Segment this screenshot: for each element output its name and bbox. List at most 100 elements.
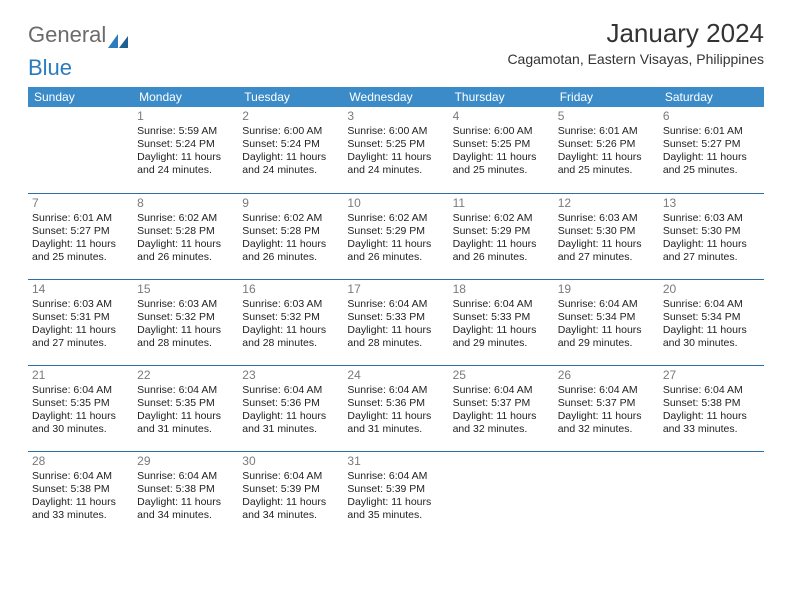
sunset-text: Sunset: 5:26 PM [558,138,655,151]
calendar-day-cell: 27Sunrise: 6:04 AMSunset: 5:38 PMDayligh… [659,365,764,451]
sunset-text: Sunset: 5:37 PM [453,397,550,410]
weekday-header: Tuesday [238,87,343,107]
day-number: 16 [242,282,339,297]
daylight-text: and 26 minutes. [242,251,339,264]
daylight-text: and 27 minutes. [32,337,129,350]
sun-info: Sunrise: 6:04 AMSunset: 5:36 PMDaylight:… [347,384,444,437]
sun-info: Sunrise: 6:04 AMSunset: 5:38 PMDaylight:… [32,470,129,523]
sunset-text: Sunset: 5:36 PM [242,397,339,410]
calendar-week-row: 7Sunrise: 6:01 AMSunset: 5:27 PMDaylight… [28,193,764,279]
daylight-text: Daylight: 11 hours [347,151,444,164]
sunset-text: Sunset: 5:29 PM [347,225,444,238]
day-number: 15 [137,282,234,297]
calendar-day-cell: 26Sunrise: 6:04 AMSunset: 5:37 PMDayligh… [554,365,659,451]
sunset-text: Sunset: 5:31 PM [32,311,129,324]
calendar-day-cell: 31Sunrise: 6:04 AMSunset: 5:39 PMDayligh… [343,451,448,537]
daylight-text: and 24 minutes. [137,164,234,177]
day-number: 31 [347,454,444,469]
sun-info: Sunrise: 6:01 AMSunset: 5:26 PMDaylight:… [558,125,655,178]
day-number: 11 [453,196,550,211]
sunset-text: Sunset: 5:33 PM [347,311,444,324]
calendar-day-cell: 14Sunrise: 6:03 AMSunset: 5:31 PMDayligh… [28,279,133,365]
sunrise-text: Sunrise: 6:00 AM [347,125,444,138]
daylight-text: Daylight: 11 hours [453,410,550,423]
sunset-text: Sunset: 5:34 PM [558,311,655,324]
daylight-text: Daylight: 11 hours [663,324,760,337]
weekday-header: Thursday [449,87,554,107]
calendar-day-cell: 11Sunrise: 6:02 AMSunset: 5:29 PMDayligh… [449,193,554,279]
daylight-text: and 24 minutes. [347,164,444,177]
day-number: 28 [32,454,129,469]
daylight-text: and 35 minutes. [347,509,444,522]
sun-info: Sunrise: 6:04 AMSunset: 5:33 PMDaylight:… [453,298,550,351]
sun-info: Sunrise: 6:03 AMSunset: 5:32 PMDaylight:… [137,298,234,351]
calendar-header-row: SundayMondayTuesdayWednesdayThursdayFrid… [28,87,764,107]
calendar-day-cell: 5Sunrise: 6:01 AMSunset: 5:26 PMDaylight… [554,107,659,193]
sun-info: Sunrise: 6:04 AMSunset: 5:34 PMDaylight:… [663,298,760,351]
daylight-text: and 33 minutes. [663,423,760,436]
daylight-text: Daylight: 11 hours [558,324,655,337]
daylight-text: and 24 minutes. [242,164,339,177]
sunset-text: Sunset: 5:35 PM [137,397,234,410]
sun-info: Sunrise: 6:04 AMSunset: 5:33 PMDaylight:… [347,298,444,351]
daylight-text: Daylight: 11 hours [347,238,444,251]
sunset-text: Sunset: 5:35 PM [32,397,129,410]
sun-info: Sunrise: 6:00 AMSunset: 5:25 PMDaylight:… [453,125,550,178]
sunrise-text: Sunrise: 6:02 AM [453,212,550,225]
day-number: 7 [32,196,129,211]
sunrise-text: Sunrise: 6:04 AM [242,384,339,397]
sunrise-text: Sunrise: 6:03 AM [137,298,234,311]
calendar-day-cell: 16Sunrise: 6:03 AMSunset: 5:32 PMDayligh… [238,279,343,365]
daylight-text: and 28 minutes. [137,337,234,350]
calendar-page: General January 2024 Cagamotan, Eastern … [0,0,792,547]
sun-info: Sunrise: 6:02 AMSunset: 5:28 PMDaylight:… [137,212,234,265]
calendar-day-cell [449,451,554,537]
day-number: 14 [32,282,129,297]
sunset-text: Sunset: 5:30 PM [558,225,655,238]
daylight-text: and 33 minutes. [32,509,129,522]
calendar-day-cell: 13Sunrise: 6:03 AMSunset: 5:30 PMDayligh… [659,193,764,279]
calendar-day-cell [554,451,659,537]
calendar-body: 1Sunrise: 5:59 AMSunset: 5:24 PMDaylight… [28,107,764,537]
sun-info: Sunrise: 6:04 AMSunset: 5:34 PMDaylight:… [558,298,655,351]
daylight-text: Daylight: 11 hours [663,410,760,423]
calendar-day-cell [28,107,133,193]
daylight-text: and 26 minutes. [453,251,550,264]
sunrise-text: Sunrise: 6:04 AM [558,298,655,311]
day-number: 4 [453,109,550,124]
daylight-text: and 28 minutes. [347,337,444,350]
sun-info: Sunrise: 6:04 AMSunset: 5:36 PMDaylight:… [242,384,339,437]
calendar-day-cell: 12Sunrise: 6:03 AMSunset: 5:30 PMDayligh… [554,193,659,279]
sunset-text: Sunset: 5:32 PM [242,311,339,324]
sun-info: Sunrise: 6:01 AMSunset: 5:27 PMDaylight:… [32,212,129,265]
calendar-day-cell: 22Sunrise: 6:04 AMSunset: 5:35 PMDayligh… [133,365,238,451]
sunset-text: Sunset: 5:37 PM [558,397,655,410]
sunset-text: Sunset: 5:27 PM [663,138,760,151]
sun-info: Sunrise: 6:04 AMSunset: 5:39 PMDaylight:… [242,470,339,523]
day-number: 20 [663,282,760,297]
calendar-week-row: 21Sunrise: 6:04 AMSunset: 5:35 PMDayligh… [28,365,764,451]
daylight-text: Daylight: 11 hours [137,324,234,337]
day-number: 19 [558,282,655,297]
sunrise-text: Sunrise: 6:04 AM [347,470,444,483]
calendar-day-cell: 21Sunrise: 6:04 AMSunset: 5:35 PMDayligh… [28,365,133,451]
sunset-text: Sunset: 5:24 PM [137,138,234,151]
sunset-text: Sunset: 5:38 PM [663,397,760,410]
daylight-text: Daylight: 11 hours [242,238,339,251]
calendar-day-cell: 17Sunrise: 6:04 AMSunset: 5:33 PMDayligh… [343,279,448,365]
brand-sail-icon [108,28,128,42]
day-number: 25 [453,368,550,383]
sun-info: Sunrise: 6:04 AMSunset: 5:35 PMDaylight:… [137,384,234,437]
calendar-day-cell: 1Sunrise: 5:59 AMSunset: 5:24 PMDaylight… [133,107,238,193]
brand-word-2: Blue [28,55,72,81]
daylight-text: Daylight: 11 hours [453,151,550,164]
brand-word-1: General [28,22,106,48]
sunrise-text: Sunrise: 6:01 AM [558,125,655,138]
daylight-text: Daylight: 11 hours [347,496,444,509]
daylight-text: and 31 minutes. [137,423,234,436]
sunrise-text: Sunrise: 6:03 AM [558,212,655,225]
sunset-text: Sunset: 5:28 PM [137,225,234,238]
calendar-day-cell [659,451,764,537]
daylight-text: and 27 minutes. [558,251,655,264]
sunset-text: Sunset: 5:39 PM [347,483,444,496]
